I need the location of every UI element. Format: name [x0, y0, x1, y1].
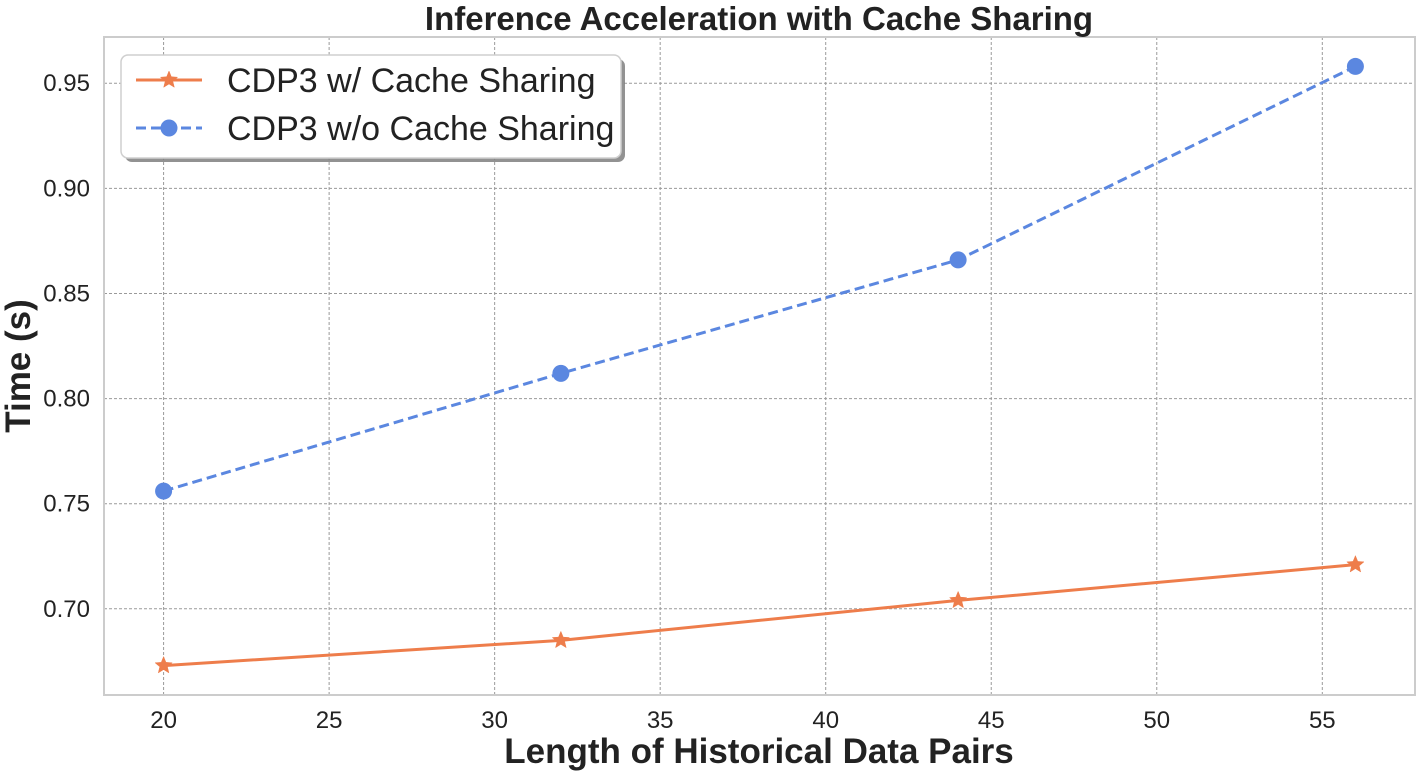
x-tick-label: 55 — [1309, 707, 1336, 734]
grid-lines — [104, 37, 1415, 695]
y-tick-label: 0.80 — [43, 386, 90, 413]
x-axis-label: Length of Historical Data Pairs — [504, 732, 1014, 771]
circle-marker — [552, 364, 570, 382]
series-1 — [154, 554, 1365, 674]
series-layer — [154, 57, 1365, 674]
circle-marker — [1346, 57, 1364, 75]
x-tick-label: 40 — [812, 707, 839, 734]
x-tick-label: 35 — [647, 707, 674, 734]
series-2 — [155, 57, 1364, 500]
y-tick-label: 0.90 — [43, 175, 90, 202]
legend-label: CDP3 w/ Cache Sharing — [227, 62, 596, 100]
star-marker — [1346, 554, 1365, 573]
legend: CDP3 w/ Cache Sharing CDP3 w/o Cache Shar… — [120, 54, 625, 162]
legend-circle-marker — [160, 119, 178, 137]
x-tick-label: 30 — [481, 707, 508, 734]
series-line — [163, 563, 1356, 668]
x-tick-label: 45 — [978, 707, 1005, 734]
plot-frame — [103, 36, 1416, 696]
series-line — [163, 65, 1357, 493]
legend-star-marker — [159, 70, 179, 88]
legend-box — [120, 54, 622, 159]
x-tick-label: 20 — [150, 707, 177, 734]
chart-title: Inference Acceleration with Cache Sharin… — [425, 0, 1093, 37]
legend-items: CDP3 w/ Cache Sharing CDP3 w/o Cache Shar… — [136, 62, 614, 148]
y-tick-label: 0.95 — [43, 70, 90, 97]
circle-marker — [155, 482, 173, 500]
y-tick-label: 0.75 — [43, 491, 90, 518]
star-marker — [154, 655, 173, 674]
x-tick-label: 25 — [316, 707, 343, 734]
y-tick-label: 0.85 — [43, 280, 90, 307]
star-marker — [948, 590, 968, 609]
legend-label: CDP3 w/o Cache Sharing — [227, 110, 614, 148]
star-marker — [551, 630, 571, 649]
x-tick-label: 50 — [1143, 707, 1170, 734]
circle-marker — [949, 251, 967, 269]
y-axis-label: Time (s) — [0, 299, 38, 433]
x-axis-ticks: 20 25 30 35 40 45 50 55 — [150, 707, 1335, 734]
y-tick-label: 0.70 — [43, 596, 90, 623]
y-axis-ticks: 0.70 0.75 0.80 0.85 0.90 0.95 — [43, 70, 90, 623]
